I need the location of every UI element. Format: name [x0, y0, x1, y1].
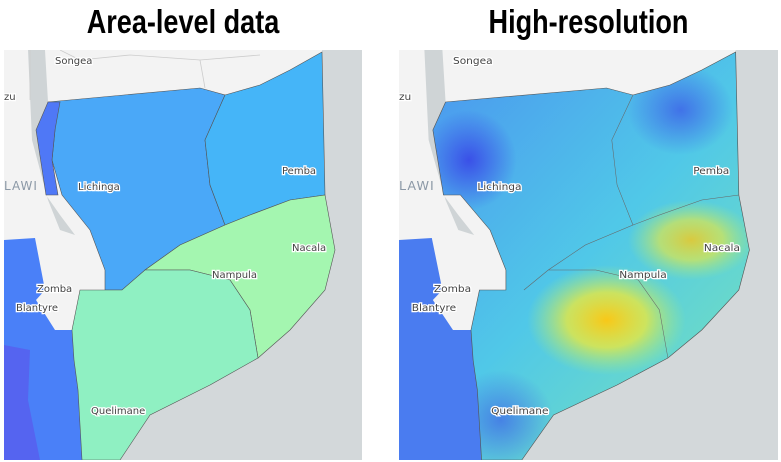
- area-level-map[interactable]: Songea zu LAWI Lichinga Pemba Nacala Nam…: [4, 50, 362, 460]
- label-blantyre: Blantyre: [412, 302, 456, 314]
- label-nampula: Nampula: [619, 269, 667, 281]
- panel-title-high-resolution: High-resolution estimates: [488, 3, 689, 84]
- label-songea: Songea: [55, 56, 92, 67]
- label-mzuzu: zu: [399, 91, 411, 103]
- label-malawi: LAWI: [399, 179, 435, 193]
- label-nampula: Nampula: [212, 270, 257, 281]
- label-nacala: Nacala: [704, 242, 740, 254]
- label-zomba: Zomba: [434, 283, 471, 295]
- label-pemba: Pemba: [282, 166, 316, 177]
- label-quelimane: Quelimane: [491, 405, 548, 417]
- label-nacala: Nacala: [292, 243, 326, 254]
- high-resolution-map[interactable]: Songea zu LAWI Lichinga Pemba Nacala Nam…: [399, 50, 778, 460]
- label-pemba: Pemba: [693, 165, 729, 177]
- label-songea: Songea: [453, 55, 493, 67]
- label-quelimane: Quelimane: [91, 406, 145, 417]
- label-lichinga: Lichinga: [78, 182, 120, 193]
- panel-title-area-level: Area-level data: [86, 3, 280, 40]
- label-malawi: LAWI: [4, 179, 38, 193]
- label-blantyre: Blantyre: [16, 303, 58, 314]
- label-lichinga: Lichinga: [477, 181, 521, 193]
- label-zomba: Zomba: [37, 284, 72, 295]
- label-mzuzu: zu: [4, 92, 16, 103]
